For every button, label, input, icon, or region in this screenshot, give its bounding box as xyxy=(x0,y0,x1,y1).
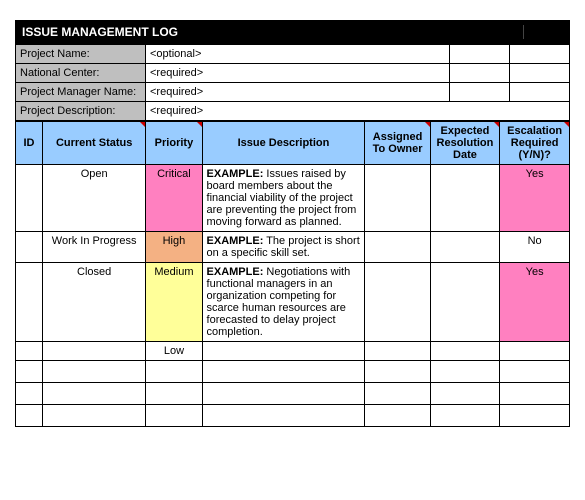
meta-value-project-name[interactable]: <optional> xyxy=(146,45,450,64)
cell-empty[interactable] xyxy=(202,361,365,383)
cell-empty[interactable] xyxy=(16,361,43,383)
desc-prefix: EXAMPLE: xyxy=(207,168,264,180)
desc-prefix: EXAMPLE: xyxy=(207,235,264,247)
cell-esc[interactable]: Yes xyxy=(500,263,570,342)
cell-empty[interactable] xyxy=(500,383,570,405)
issue-table: ID Current Status Priority Issue Descrip… xyxy=(15,121,570,427)
title-row: ISSUE MANAGEMENT LOG xyxy=(15,20,570,44)
meta-label-project-manager: Project Manager Name: xyxy=(16,83,146,102)
cell-empty[interactable] xyxy=(500,405,570,427)
cell-status[interactable]: Open xyxy=(42,165,145,232)
meta-row-national-center: National Center: <required> xyxy=(16,64,570,83)
cell-date[interactable] xyxy=(430,263,500,342)
meta-value-project-desc[interactable]: <required> xyxy=(146,102,570,121)
cell-priority[interactable]: Critical xyxy=(146,165,202,232)
cell-empty[interactable] xyxy=(365,405,430,427)
cell-empty[interactable] xyxy=(42,383,145,405)
meta-extra-2a xyxy=(450,64,510,83)
cell-owner[interactable] xyxy=(365,232,430,263)
cell-empty[interactable] xyxy=(365,361,430,383)
cell-desc[interactable]: EXAMPLE: Negotiations with functional ma… xyxy=(202,263,365,342)
cell-empty[interactable] xyxy=(16,383,43,405)
cell-empty[interactable] xyxy=(146,361,202,383)
cell-esc[interactable]: Yes xyxy=(500,165,570,232)
meta-label-project-desc: Project Description: xyxy=(16,102,146,121)
table-row-empty xyxy=(16,405,570,427)
meta-label-project-name: Project Name: xyxy=(16,45,146,64)
issue-log-container: ISSUE MANAGEMENT LOG Project Name: <opti… xyxy=(15,20,570,427)
cell-priority[interactable]: Low xyxy=(146,342,202,361)
cell-empty[interactable] xyxy=(146,383,202,405)
cell-date[interactable] xyxy=(430,165,500,232)
title-end-cell xyxy=(523,25,563,39)
title-text: ISSUE MANAGEMENT LOG xyxy=(22,25,523,39)
cell-date[interactable] xyxy=(430,342,500,361)
cell-empty[interactable] xyxy=(202,383,365,405)
cell-date[interactable] xyxy=(430,232,500,263)
meta-table: Project Name: <optional> National Center… xyxy=(15,44,570,121)
cell-esc[interactable]: No xyxy=(500,232,570,263)
meta-extra-3a xyxy=(450,83,510,102)
cell-empty[interactable] xyxy=(42,405,145,427)
meta-extra-2b xyxy=(510,64,570,83)
table-row: Closed Medium EXAMPLE: Negotiations with… xyxy=(16,263,570,342)
cell-esc[interactable] xyxy=(500,342,570,361)
cell-empty[interactable] xyxy=(146,405,202,427)
cell-id[interactable] xyxy=(16,232,43,263)
meta-value-project-manager[interactable]: <required> xyxy=(146,83,450,102)
cell-status[interactable] xyxy=(42,342,145,361)
table-row: Low xyxy=(16,342,570,361)
cell-status[interactable]: Closed xyxy=(42,263,145,342)
meta-label-national-center: National Center: xyxy=(16,64,146,83)
cell-empty[interactable] xyxy=(430,405,500,427)
meta-row-project-desc: Project Description: <required> xyxy=(16,102,570,121)
header-desc: Issue Description xyxy=(202,122,365,165)
table-row-empty xyxy=(16,383,570,405)
meta-value-national-center[interactable]: <required> xyxy=(146,64,450,83)
header-priority: Priority xyxy=(146,122,202,165)
header-esc: Escalation Required (Y/N)? xyxy=(500,122,570,165)
cell-empty[interactable] xyxy=(42,361,145,383)
cell-priority[interactable]: Medium xyxy=(146,263,202,342)
meta-row-project-manager: Project Manager Name: <required> xyxy=(16,83,570,102)
cell-empty[interactable] xyxy=(202,405,365,427)
cell-desc[interactable]: EXAMPLE: The project is short on a speci… xyxy=(202,232,365,263)
header-row: ID Current Status Priority Issue Descrip… xyxy=(16,122,570,165)
cell-id[interactable] xyxy=(16,165,43,232)
meta-extra-3b xyxy=(510,83,570,102)
header-id: ID xyxy=(16,122,43,165)
cell-empty[interactable] xyxy=(430,383,500,405)
cell-status[interactable]: Work In Progress xyxy=(42,232,145,263)
cell-id[interactable] xyxy=(16,342,43,361)
cell-empty[interactable] xyxy=(430,361,500,383)
cell-desc[interactable]: EXAMPLE: Issues raised by board members … xyxy=(202,165,365,232)
meta-row-project-name: Project Name: <optional> xyxy=(16,45,570,64)
cell-owner[interactable] xyxy=(365,342,430,361)
table-row-empty xyxy=(16,361,570,383)
cell-id[interactable] xyxy=(16,263,43,342)
header-date: Expected Resolution Date xyxy=(430,122,500,165)
cell-owner[interactable] xyxy=(365,165,430,232)
table-row: Open Critical EXAMPLE: Issues raised by … xyxy=(16,165,570,232)
header-owner: Assigned To Owner xyxy=(365,122,430,165)
cell-empty[interactable] xyxy=(365,383,430,405)
cell-priority[interactable]: High xyxy=(146,232,202,263)
desc-prefix: EXAMPLE: xyxy=(207,266,264,278)
cell-empty[interactable] xyxy=(500,361,570,383)
cell-empty[interactable] xyxy=(16,405,43,427)
cell-owner[interactable] xyxy=(365,263,430,342)
meta-extra-1b xyxy=(510,45,570,64)
table-row: Work In Progress High EXAMPLE: The proje… xyxy=(16,232,570,263)
meta-extra-1a xyxy=(450,45,510,64)
cell-desc[interactable] xyxy=(202,342,365,361)
header-status: Current Status xyxy=(42,122,145,165)
